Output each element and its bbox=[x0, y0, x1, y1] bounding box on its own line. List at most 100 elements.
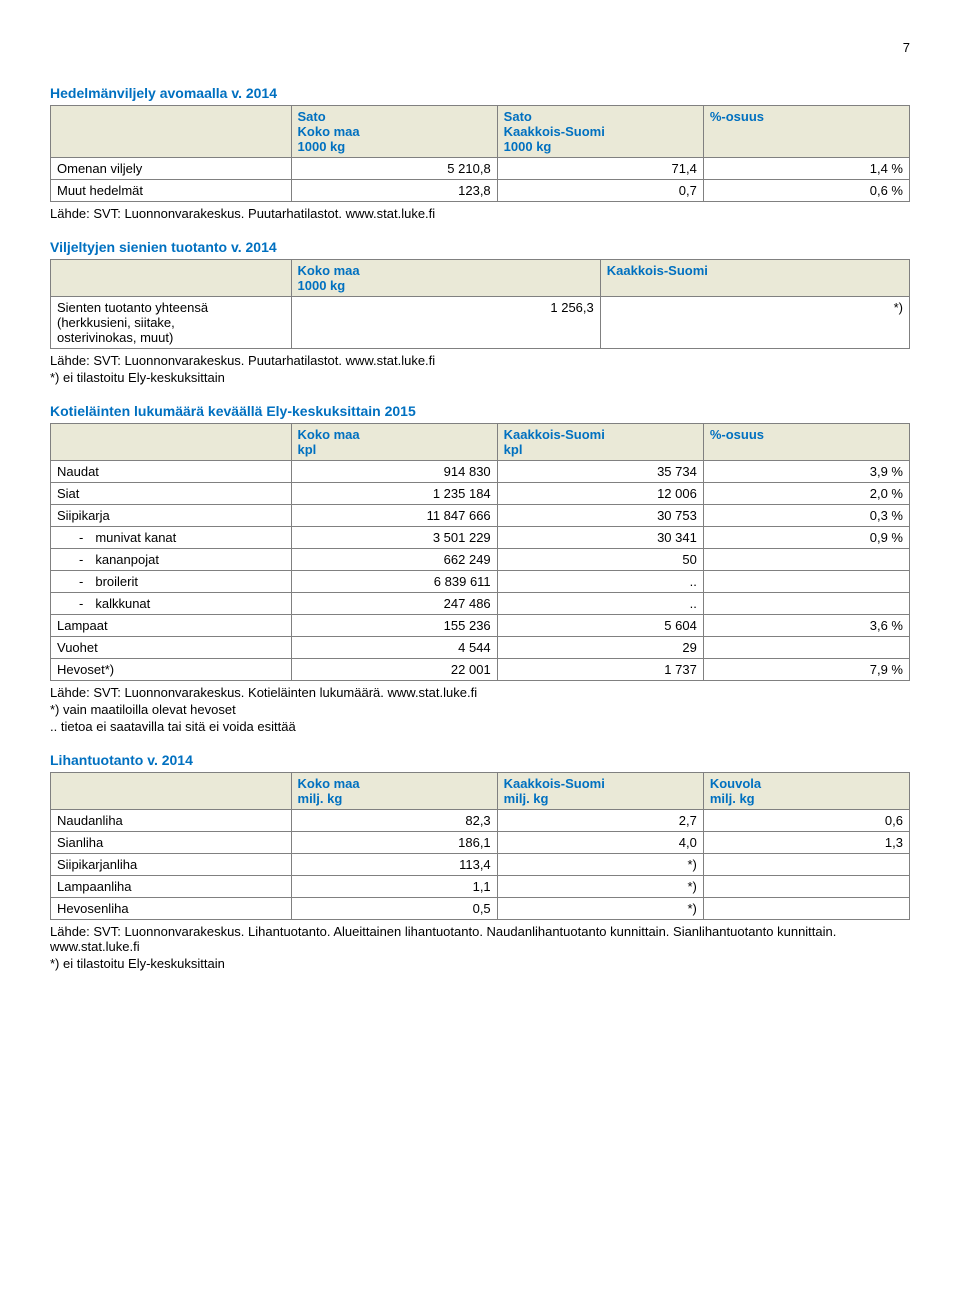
livestock-footnote: *) vain maatiloilla olevat hevoset bbox=[50, 702, 910, 717]
livestock-cell bbox=[703, 593, 909, 615]
meat-cell: Sianliha bbox=[51, 832, 292, 854]
meat-cell: Lampaanliha bbox=[51, 876, 292, 898]
livestock-cell: 5 604 bbox=[497, 615, 703, 637]
livestock-cell: 247 486 bbox=[291, 593, 497, 615]
livestock-footnote: Lähde: SVT: Luonnonvarakeskus. Kotieläin… bbox=[50, 685, 910, 700]
fruit-cell: 0,7 bbox=[497, 180, 703, 202]
mushroom-cell: *) bbox=[600, 297, 909, 349]
livestock-cell: kalkkunat bbox=[51, 593, 292, 615]
livestock-table: Koko maa kplKaakkois-Suomi kpl%-osuusNau… bbox=[50, 423, 910, 681]
fruit-cell: Muut hedelmät bbox=[51, 180, 292, 202]
meat-row: Sianliha186,14,01,3 bbox=[51, 832, 910, 854]
livestock-cell: 3,9 % bbox=[703, 461, 909, 483]
meat-cell: Naudanliha bbox=[51, 810, 292, 832]
meat-table: Koko maa milj. kgKaakkois-Suomi milj. kg… bbox=[50, 772, 910, 920]
fruit-header-3: %-osuus bbox=[703, 106, 909, 158]
fruit-cell: 0,6 % bbox=[703, 180, 909, 202]
meat-cell bbox=[703, 854, 909, 876]
meat-cell bbox=[703, 876, 909, 898]
livestock-cell: Lampaat bbox=[51, 615, 292, 637]
livestock-header-2: Kaakkois-Suomi kpl bbox=[497, 424, 703, 461]
meat-cell: 113,4 bbox=[291, 854, 497, 876]
mushroom-footnote: Lähde: SVT: Luonnonvarakeskus. Puutarhat… bbox=[50, 353, 910, 368]
livestock-cell: 50 bbox=[497, 549, 703, 571]
livestock-cell: 7,9 % bbox=[703, 659, 909, 681]
livestock-header-3: %-osuus bbox=[703, 424, 909, 461]
livestock-cell: Hevoset*) bbox=[51, 659, 292, 681]
livestock-row: Siat1 235 18412 0062,0 % bbox=[51, 483, 910, 505]
fruit-footnotes: Lähde: SVT: Luonnonvarakeskus. Puutarhat… bbox=[50, 206, 910, 221]
fruit-cell: 123,8 bbox=[291, 180, 497, 202]
livestock-row: broilerit6 839 611.. bbox=[51, 571, 910, 593]
livestock-tbody: Koko maa kplKaakkois-Suomi kpl%-osuusNau… bbox=[51, 424, 910, 681]
mushroom-header-2: Kaakkois-Suomi bbox=[600, 260, 909, 297]
meat-row: Hevosenliha0,5*) bbox=[51, 898, 910, 920]
livestock-title: Kotieläinten lukumäärä keväällä Ely-kesk… bbox=[50, 403, 910, 419]
livestock-cell: 3 501 229 bbox=[291, 527, 497, 549]
livestock-footnote: .. tietoa ei saatavilla tai sitä ei void… bbox=[50, 719, 910, 734]
livestock-cell: kananpojat bbox=[51, 549, 292, 571]
meat-cell: 1,3 bbox=[703, 832, 909, 854]
meat-tbody: Koko maa milj. kgKaakkois-Suomi milj. kg… bbox=[51, 773, 910, 920]
livestock-cell: munivat kanat bbox=[51, 527, 292, 549]
livestock-cell: 30 753 bbox=[497, 505, 703, 527]
livestock-row: Naudat914 83035 7343,9 % bbox=[51, 461, 910, 483]
meat-cell: *) bbox=[497, 898, 703, 920]
meat-cell: 82,3 bbox=[291, 810, 497, 832]
meat-row: Lampaanliha1,1*) bbox=[51, 876, 910, 898]
fruit-tbody: Sato Koko maa 1000 kgSato Kaakkois-Suomi… bbox=[51, 106, 910, 202]
livestock-cell: Siipikarja bbox=[51, 505, 292, 527]
meat-cell: 186,1 bbox=[291, 832, 497, 854]
meat-cell: Hevosenliha bbox=[51, 898, 292, 920]
meat-cell: Siipikarjanliha bbox=[51, 854, 292, 876]
livestock-cell: 22 001 bbox=[291, 659, 497, 681]
livestock-cell: 914 830 bbox=[291, 461, 497, 483]
livestock-cell: 35 734 bbox=[497, 461, 703, 483]
mushroom-header-0 bbox=[51, 260, 292, 297]
livestock-row: kananpojat662 24950 bbox=[51, 549, 910, 571]
meat-footnote: *) ei tilastoitu Ely-keskuksittain bbox=[50, 956, 910, 971]
meat-footnotes: Lähde: SVT: Luonnonvarakeskus. Lihantuot… bbox=[50, 924, 910, 971]
livestock-cell: Naudat bbox=[51, 461, 292, 483]
meat-title: Lihantuotanto v. 2014 bbox=[50, 752, 910, 768]
meat-cell: *) bbox=[497, 876, 703, 898]
livestock-cell: Siat bbox=[51, 483, 292, 505]
mushroom-table: Koko maa 1000 kgKaakkois-SuomiSienten tu… bbox=[50, 259, 910, 349]
livestock-cell: 662 249 bbox=[291, 549, 497, 571]
mushroom-footnote: *) ei tilastoitu Ely-keskuksittain bbox=[50, 370, 910, 385]
livestock-cell: 29 bbox=[497, 637, 703, 659]
livestock-cell bbox=[703, 571, 909, 593]
livestock-cell: 12 006 bbox=[497, 483, 703, 505]
meat-header-1: Koko maa milj. kg bbox=[291, 773, 497, 810]
meat-cell: 4,0 bbox=[497, 832, 703, 854]
fruit-header-2: Sato Kaakkois-Suomi 1000 kg bbox=[497, 106, 703, 158]
livestock-cell: 6 839 611 bbox=[291, 571, 497, 593]
livestock-row: Lampaat155 2365 6043,6 % bbox=[51, 615, 910, 637]
livestock-cell: 0,3 % bbox=[703, 505, 909, 527]
livestock-row: Siipikarja11 847 66630 7530,3 % bbox=[51, 505, 910, 527]
meat-header-0 bbox=[51, 773, 292, 810]
livestock-cell bbox=[703, 637, 909, 659]
meat-footnote: Lähde: SVT: Luonnonvarakeskus. Lihantuot… bbox=[50, 924, 910, 954]
livestock-cell: 1 737 bbox=[497, 659, 703, 681]
fruit-cell: Omenan viljely bbox=[51, 158, 292, 180]
livestock-header-1: Koko maa kpl bbox=[291, 424, 497, 461]
mushroom-footnotes: Lähde: SVT: Luonnonvarakeskus. Puutarhat… bbox=[50, 353, 910, 385]
fruit-cell: 71,4 bbox=[497, 158, 703, 180]
meat-cell: 2,7 bbox=[497, 810, 703, 832]
mushroom-row: Sienten tuotanto yhteensä (herkkusieni, … bbox=[51, 297, 910, 349]
page-number: 7 bbox=[50, 40, 910, 55]
livestock-header-0 bbox=[51, 424, 292, 461]
fruit-title: Hedelmänviljely avomaalla v. 2014 bbox=[50, 85, 910, 101]
livestock-cell: Vuohet bbox=[51, 637, 292, 659]
livestock-cell: broilerit bbox=[51, 571, 292, 593]
meat-header-2: Kaakkois-Suomi milj. kg bbox=[497, 773, 703, 810]
livestock-cell: .. bbox=[497, 571, 703, 593]
livestock-cell bbox=[703, 549, 909, 571]
mushroom-cell: 1 256,3 bbox=[291, 297, 600, 349]
fruit-row: Omenan viljely5 210,871,41,4 % bbox=[51, 158, 910, 180]
mushroom-title: Viljeltyjen sienien tuotanto v. 2014 bbox=[50, 239, 910, 255]
fruit-cell: 1,4 % bbox=[703, 158, 909, 180]
livestock-cell: 11 847 666 bbox=[291, 505, 497, 527]
mushroom-tbody: Koko maa 1000 kgKaakkois-SuomiSienten tu… bbox=[51, 260, 910, 349]
